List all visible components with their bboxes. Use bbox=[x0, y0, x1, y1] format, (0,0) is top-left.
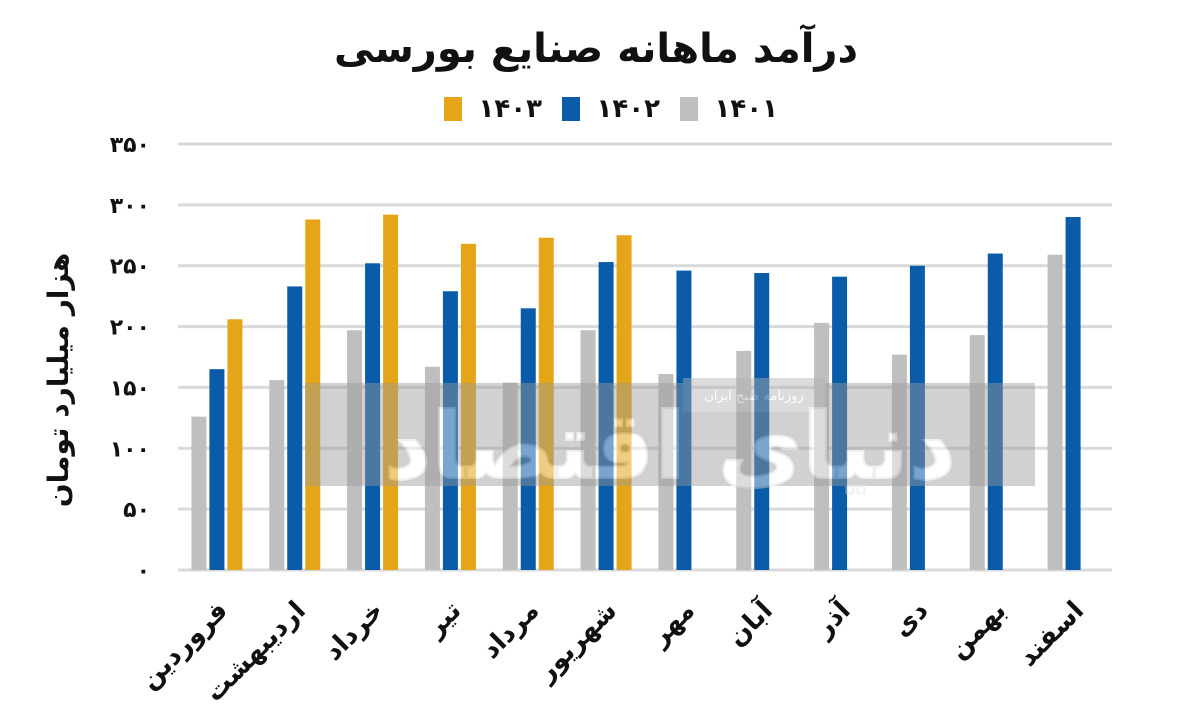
bar bbox=[191, 416, 207, 570]
bar bbox=[209, 369, 225, 570]
y-tick-label: ۵۰ bbox=[123, 498, 150, 523]
bar bbox=[1047, 254, 1063, 570]
bar bbox=[460, 243, 476, 570]
legend: ۱۴۰۱ ۱۴۰۲ ۱۴۰۳ bbox=[444, 94, 778, 124]
y-tick-label: ۰ bbox=[137, 559, 150, 584]
bar bbox=[383, 214, 399, 570]
bar bbox=[520, 308, 536, 570]
bar bbox=[969, 335, 985, 570]
bar bbox=[658, 374, 674, 570]
x-tick-label: آبان bbox=[720, 594, 779, 653]
y-tick-label: ۱۵۰ bbox=[110, 376, 150, 401]
y-tick-label: ۳۵۰ bbox=[110, 133, 150, 158]
bar bbox=[269, 380, 285, 570]
x-tick-label: اسفند bbox=[1013, 596, 1090, 673]
x-tick-label: تیر bbox=[419, 596, 467, 644]
x-tick-label: بهمن bbox=[943, 596, 1012, 665]
watermark-band bbox=[305, 383, 1035, 486]
bar bbox=[832, 276, 848, 570]
watermark-caption-box bbox=[683, 378, 825, 412]
y-tick-label: ۳۰۰ bbox=[110, 194, 150, 219]
watermark-caption: روزنامه صبح ایران bbox=[704, 389, 804, 404]
x-tick-label: خرداد bbox=[318, 596, 389, 667]
legend-label: ۱۴۰۱ bbox=[715, 94, 778, 124]
x-tick-label: شهریور bbox=[530, 596, 623, 689]
legend-swatch bbox=[444, 97, 462, 121]
bar bbox=[365, 263, 381, 570]
bar bbox=[676, 270, 692, 570]
chart-title: درآمد ماهانه صنایع بورسی bbox=[334, 23, 858, 72]
bar bbox=[891, 354, 907, 570]
bars bbox=[191, 214, 1081, 571]
watermark: روزنامه صبح ایران دنیای اقتصاد bbox=[305, 378, 1035, 501]
bar bbox=[538, 237, 554, 570]
x-tick-label: دی bbox=[887, 596, 934, 643]
bar bbox=[305, 219, 321, 570]
x-tick-label: مرداد bbox=[476, 596, 545, 665]
bar bbox=[754, 273, 770, 570]
watermark-logo: دنیای اقتصاد bbox=[384, 393, 956, 500]
bar bbox=[287, 286, 303, 570]
bar bbox=[598, 262, 614, 570]
y-tick-label: ۲۰۰ bbox=[110, 316, 150, 341]
bar bbox=[580, 330, 596, 570]
bar bbox=[1065, 217, 1081, 570]
x-tick-label: آذر bbox=[806, 594, 857, 645]
y-axis-ticks: ۰ ۵۰ ۱۰۰ ۱۵۰ ۲۰۰ ۲۵۰ ۳۰۰ ۳۵۰ bbox=[110, 133, 150, 584]
bar bbox=[736, 350, 752, 570]
bar bbox=[442, 291, 458, 570]
gridlines bbox=[178, 142, 1112, 572]
legend-swatch bbox=[562, 97, 580, 121]
legend-label: ۱۴۰۲ bbox=[597, 94, 661, 124]
y-tick-label: ۱۰۰ bbox=[110, 437, 150, 462]
bar bbox=[616, 235, 632, 571]
legend-label: ۱۴۰۳ bbox=[479, 94, 543, 124]
bar bbox=[347, 330, 363, 570]
x-tick-label: مهر bbox=[643, 596, 701, 654]
bar bbox=[227, 319, 243, 570]
bar bbox=[814, 322, 830, 570]
bar bbox=[502, 382, 518, 570]
legend-swatch bbox=[680, 97, 698, 121]
bar bbox=[909, 265, 925, 570]
y-tick-label: ۲۵۰ bbox=[110, 255, 150, 280]
bar bbox=[424, 366, 440, 570]
bar bbox=[987, 253, 1003, 571]
y-axis-label: هزار میلیارد تومان bbox=[42, 253, 75, 508]
